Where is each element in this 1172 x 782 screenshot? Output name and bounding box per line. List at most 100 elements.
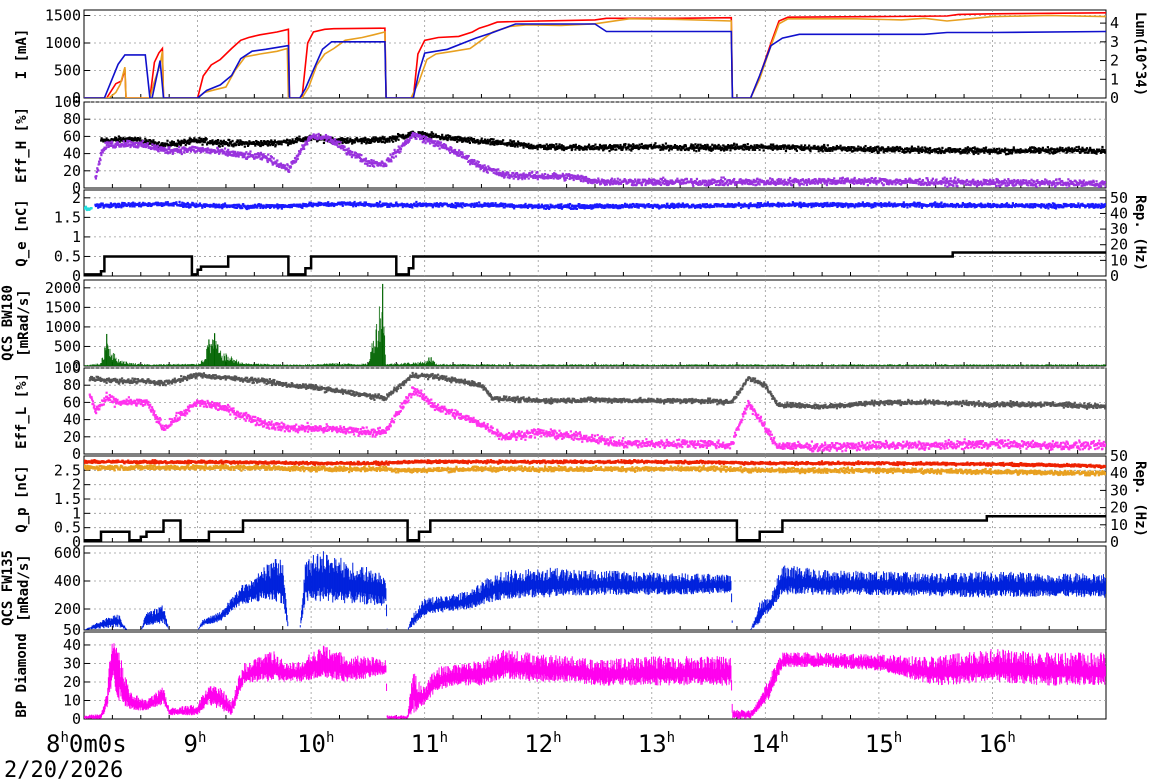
- series-eff-her-purple-point: [163, 149, 166, 152]
- series-eff-her-black-point: [817, 150, 820, 153]
- series-eff-her-black-point: [948, 150, 951, 153]
- series-eff-her-purple-point: [201, 146, 204, 150]
- series-eff-her-purple-point: [502, 173, 505, 176]
- series-eff-her-purple-point: [545, 177, 549, 180]
- series-eff-her-black-point: [785, 147, 788, 150]
- series-eff-her-purple-point: [337, 145, 340, 148]
- series-eff-her-black-point: [152, 139, 155, 142]
- series-eff-her-purple-point: [461, 153, 464, 156]
- series-eff-her-black-point: [716, 145, 719, 148]
- series-eff-her-purple-point: [505, 173, 508, 176]
- series-eff-her-black-point: [772, 145, 775, 148]
- series-eff-her-purple-point: [1043, 183, 1046, 186]
- series-eff-her-purple-point: [784, 182, 787, 185]
- series-eff-her-purple-point: [160, 146, 163, 149]
- series-eff-her-black-point: [501, 140, 504, 143]
- series-eff-her-black-point: [172, 141, 175, 144]
- series-eff-her-purple-point: [230, 150, 233, 153]
- series-eff-her-purple-point: [517, 177, 520, 181]
- series-eff-her-black-point: [552, 144, 556, 148]
- series-eff-her-purple-point: [568, 177, 571, 181]
- series-eff-her-black-point: [974, 147, 977, 150]
- series-eff-her-purple-point: [648, 177, 651, 181]
- series-eff-her-black-point: [756, 146, 759, 149]
- series-eff-her-purple-point: [261, 157, 264, 160]
- series-eff-her-purple-point: [881, 178, 884, 181]
- series-eff-her-black-point: [803, 146, 806, 149]
- series-eff-her-purple-point: [633, 183, 636, 187]
- series-eff-her-purple-point: [1029, 181, 1032, 184]
- series-eff-her-black-point: [1038, 149, 1041, 153]
- series-eff-her-black-point: [998, 147, 1001, 150]
- series-eff-her-purple-point: [763, 183, 766, 186]
- series-eff-her-black-point: [625, 148, 628, 151]
- series-eff-her-black-point: [122, 136, 125, 139]
- series-eff-her-purple-point: [556, 174, 559, 177]
- series-eff-her-black-point: [373, 137, 376, 140]
- series-eff-her-purple-point: [114, 145, 118, 148]
- series-eff-her-purple-point: [691, 183, 694, 186]
- series-eff-her-purple-point: [243, 155, 246, 159]
- series-eff-her-purple-point: [875, 183, 878, 186]
- series-eff-her-purple-point: [1045, 179, 1048, 182]
- series-eff-her-purple-point: [512, 177, 515, 180]
- series-eff-her-purple-point: [617, 180, 620, 183]
- series-eff-her-purple-point: [997, 181, 1000, 184]
- series-eff-her-purple-point: [752, 183, 755, 186]
- series-eff-her-purple-point: [887, 180, 890, 183]
- series-eff-her-black-point: [1062, 150, 1065, 153]
- series-eff-her-black-point: [421, 130, 424, 134]
- series-eff-her-purple-point: [1034, 182, 1038, 186]
- series-eff-her-black-point: [210, 141, 213, 144]
- series-eff-her-purple-point: [165, 148, 168, 151]
- series-eff-her-black-point: [760, 143, 763, 146]
- series-eff-her-black-point: [727, 143, 730, 147]
- series-eff-her-black-point: [823, 143, 826, 147]
- series-eff-her-purple-point: [458, 153, 462, 156]
- series-eff-her-purple-point: [156, 148, 159, 151]
- series-eff-her-black-point: [670, 145, 673, 148]
- series-eff-her-black-point: [491, 143, 494, 146]
- series-eff-her-black-point: [863, 150, 867, 153]
- series-eff-her-purple-point: [799, 180, 802, 183]
- series-eff-her-purple-point: [351, 150, 354, 154]
- series-eff-her-purple-point: [802, 183, 805, 186]
- series-eff-her-purple-point: [151, 143, 154, 146]
- series-eff-her-black-point: [986, 149, 989, 152]
- series-eff-her-black-point: [516, 143, 519, 147]
- series-eff-her-black-point: [561, 147, 564, 150]
- series-eff-her-purple-point: [458, 149, 461, 152]
- series-eff-her-black-point: [512, 143, 515, 147]
- series-eff-her-black-point: [195, 139, 199, 142]
- series-eff-her-black-point: [549, 147, 552, 150]
- series-eff-her-black-point: [229, 142, 232, 145]
- series-eff-her-purple-point: [278, 165, 281, 168]
- series-eff-her-black-point: [337, 138, 341, 141]
- series-eff-her-black-point: [661, 147, 664, 150]
- series-eff-her-black-point: [910, 145, 914, 148]
- panel-frame: [83, 189, 1107, 277]
- series-eff-her-black-point: [587, 145, 590, 148]
- series-eff-her-black-point: [939, 151, 943, 155]
- series-eff-her-purple-point: [581, 177, 584, 180]
- series-eff-her-purple-point: [108, 141, 112, 144]
- series-eff-her-black-point: [732, 144, 735, 147]
- series-eff-her-purple-point: [201, 148, 204, 151]
- series-eff-her-black-point: [767, 147, 770, 150]
- series-qe-blue-point: [253, 206, 256, 209]
- series-qe-blue-point: [155, 201, 158, 204]
- series-eff-her-black-point: [673, 144, 677, 147]
- series-qe-blue-point: [159, 203, 162, 206]
- series-eff-her-purple-point: [1059, 183, 1063, 186]
- series-eff-her-purple-point: [956, 185, 959, 188]
- series-eff-her-purple-point: [722, 176, 725, 179]
- series-eff-her-black-point: [374, 136, 377, 139]
- series-eff-her-purple-point: [1030, 178, 1033, 181]
- series-eff-her-purple-point: [274, 160, 277, 163]
- series-eff-her-purple-point: [287, 168, 290, 172]
- series-eff-her-black-point: [420, 134, 423, 137]
- series-eff-her-purple-point: [1064, 181, 1067, 184]
- series-eff-her-purple-point: [202, 150, 205, 153]
- series-eff-her-purple-point: [894, 180, 897, 183]
- series-eff-her-purple-point: [453, 148, 457, 152]
